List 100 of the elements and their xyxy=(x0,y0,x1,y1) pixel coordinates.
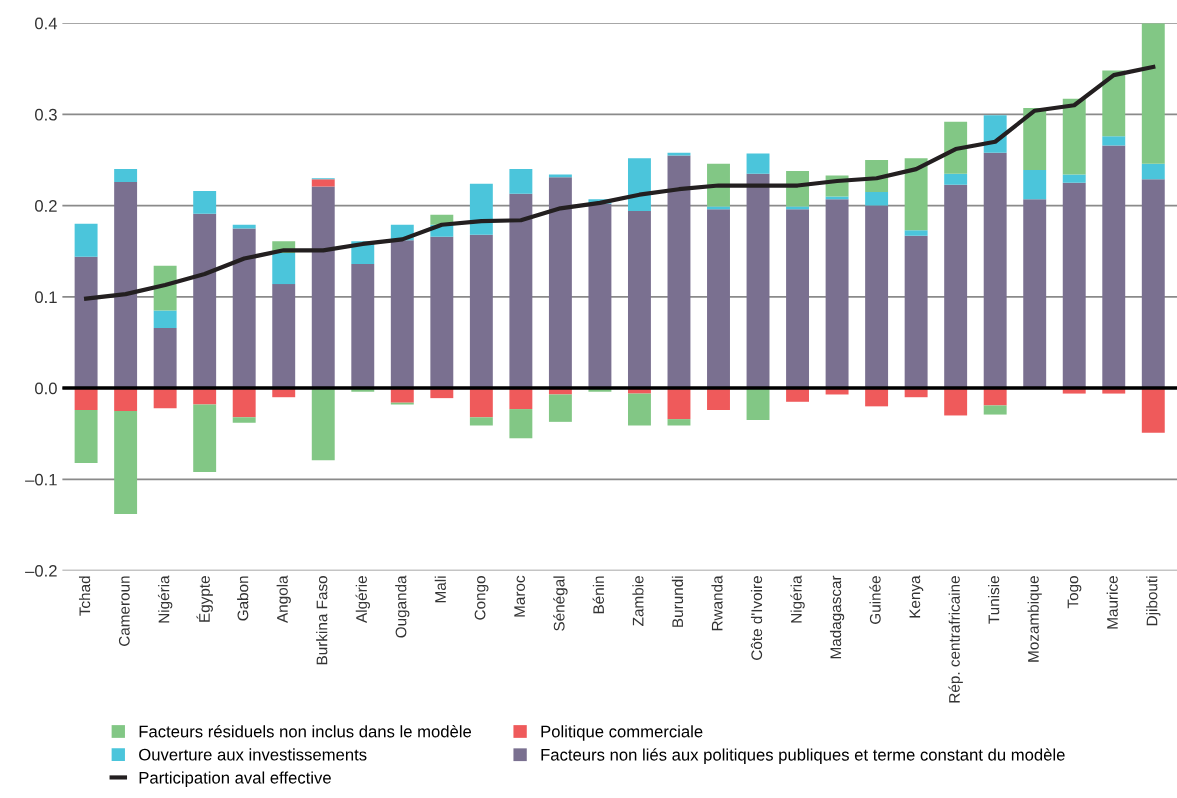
bar xyxy=(153,388,177,409)
bar xyxy=(1023,199,1047,389)
bar xyxy=(1102,136,1126,146)
bar xyxy=(469,234,493,389)
bar xyxy=(1062,182,1086,389)
bar xyxy=(865,191,889,206)
bar xyxy=(825,196,849,200)
legend-label: Ouverture aux investissements xyxy=(139,748,367,761)
legend-label: Facteurs résiduels non inclus dans le modèle xyxy=(139,725,472,738)
x-tick-label: Togo xyxy=(1067,576,1082,609)
bar xyxy=(114,388,138,411)
bar xyxy=(944,184,968,389)
bar xyxy=(153,310,177,328)
x-tick-label: Nigéria xyxy=(157,575,173,623)
line-series xyxy=(84,64,1156,301)
x-tick-label: Maroc xyxy=(514,575,525,617)
bar xyxy=(746,153,770,174)
bar xyxy=(825,199,849,389)
bar xyxy=(667,388,691,420)
bar xyxy=(548,177,572,389)
bar xyxy=(114,181,138,389)
bar xyxy=(983,405,1007,415)
x-tick-label: Cameroun xyxy=(118,576,130,646)
bar xyxy=(746,388,770,421)
bar xyxy=(1062,98,1086,175)
x-tick-label: Nigéria xyxy=(790,575,805,623)
bar xyxy=(667,419,691,426)
bar xyxy=(944,173,968,185)
legend-label: Participation aval effective xyxy=(139,771,331,787)
x-tick-label: Sénégal xyxy=(553,576,568,631)
bar xyxy=(272,253,296,285)
legend-label: Facteurs non liés aux politiques publiques et terme constant du modèle xyxy=(541,748,1065,764)
bar xyxy=(193,404,217,473)
bar xyxy=(904,235,928,389)
bar xyxy=(1023,107,1047,171)
x-tick-label: Mali xyxy=(434,576,446,603)
bar xyxy=(469,183,493,235)
x-tick-label: Burkina Faso xyxy=(316,576,328,665)
bar xyxy=(509,409,533,439)
x-tick-label: Maurice xyxy=(1106,576,1118,629)
bar xyxy=(311,388,335,461)
x-tick-label: Tchad xyxy=(78,576,91,616)
x-tick-label: Gabon xyxy=(237,576,249,621)
x-tick-label: Angola xyxy=(276,575,291,623)
bar xyxy=(865,205,889,389)
bar xyxy=(1102,70,1126,137)
y-tick-label: –0.2 xyxy=(25,564,57,577)
x-tick-label: Zambie xyxy=(632,576,644,626)
bar xyxy=(232,417,256,423)
y-tick-label: 0.2 xyxy=(35,200,57,212)
y-tick-label: 0.4 xyxy=(35,17,58,30)
bar xyxy=(904,230,928,236)
y-tick-label: 0.0 xyxy=(35,382,57,395)
bar xyxy=(430,236,454,389)
bar xyxy=(944,121,968,174)
bar xyxy=(272,284,296,389)
x-tick-label: Rwanda xyxy=(711,575,723,631)
bar xyxy=(1141,23,1165,164)
x-tick-label: Ouganda xyxy=(395,575,410,638)
x-tick-label: Mozambique xyxy=(1027,576,1042,662)
bar xyxy=(1062,174,1086,183)
x-tick-label: Djibouti xyxy=(1146,576,1161,626)
y-tick-label: –0.1 xyxy=(25,473,57,486)
bar xyxy=(311,179,335,187)
bar xyxy=(627,211,651,389)
bar xyxy=(74,409,98,463)
bar xyxy=(114,410,138,514)
bar xyxy=(746,173,770,389)
bar xyxy=(469,388,493,418)
bar xyxy=(1023,170,1047,200)
bar xyxy=(548,394,572,422)
bar xyxy=(904,158,928,231)
bar xyxy=(983,152,1007,389)
bar xyxy=(193,191,217,214)
x-tick-label: Tunisie xyxy=(988,576,1000,624)
bar xyxy=(153,327,177,389)
bar xyxy=(74,223,98,257)
bar xyxy=(588,203,612,389)
legend-label: Politique commerciale xyxy=(541,725,703,741)
bar xyxy=(667,155,691,389)
bar xyxy=(627,393,651,426)
bar xyxy=(351,264,375,389)
x-tick-label: Algérie xyxy=(355,576,370,623)
bar xyxy=(707,388,730,410)
bar xyxy=(74,388,98,410)
bar xyxy=(311,186,335,389)
x-tick-label: Burundi xyxy=(671,576,684,627)
x-tick-label: Congo xyxy=(474,576,489,620)
bar xyxy=(390,240,414,389)
x-tick-label: Rép. centrafricaine xyxy=(948,576,963,703)
y-tick-label: 0.3 xyxy=(35,108,57,121)
bar xyxy=(786,209,810,389)
bar xyxy=(114,169,138,182)
bar xyxy=(232,388,256,418)
x-tick-label: Madagascar xyxy=(829,575,845,659)
bar xyxy=(707,209,730,389)
bar xyxy=(1141,163,1165,180)
bar xyxy=(627,158,651,212)
x-tick-label: Côte d'Ivoire xyxy=(750,576,763,660)
x-tick-label: Kenya xyxy=(909,575,924,618)
